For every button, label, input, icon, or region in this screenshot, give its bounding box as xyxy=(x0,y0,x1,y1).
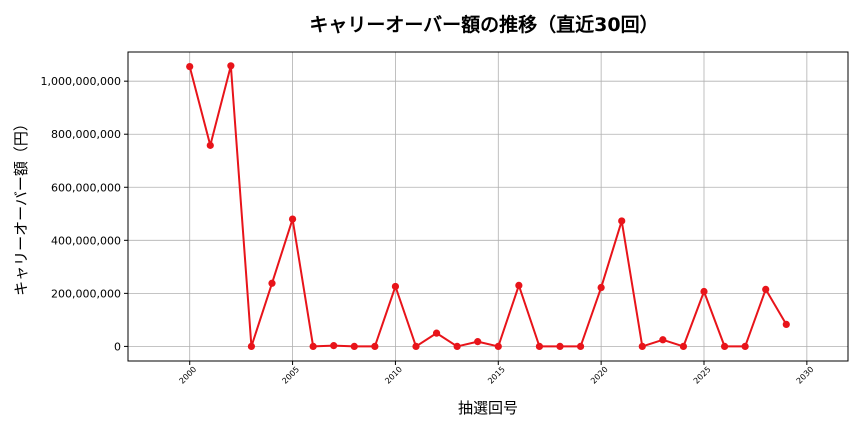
data-point xyxy=(515,281,523,290)
data-point xyxy=(494,342,502,351)
y-tick-label: 600,000,000 xyxy=(51,181,121,194)
x-tick-label: 2005 xyxy=(280,365,301,386)
data-point xyxy=(576,342,585,351)
data-point xyxy=(227,62,235,70)
x-tick-label: 2030 xyxy=(795,365,816,386)
x-tick-label: 2025 xyxy=(692,365,713,386)
data-point xyxy=(432,329,441,337)
y-tick-label: 1,000,000,000 xyxy=(41,75,121,88)
x-tick-label: 2000 xyxy=(178,365,199,386)
data-point xyxy=(597,283,605,292)
data-point xyxy=(720,342,729,351)
x-tick-label: 2010 xyxy=(383,365,404,386)
data-point xyxy=(186,62,194,71)
data-point xyxy=(330,342,338,350)
data-point xyxy=(659,336,667,344)
data-point xyxy=(350,342,358,351)
data-point xyxy=(638,342,646,351)
data-point xyxy=(618,217,626,225)
data-point xyxy=(391,282,400,291)
data-point xyxy=(309,342,317,351)
data-point xyxy=(288,215,297,223)
y-tick-label: 800,000,000 xyxy=(51,128,121,141)
data-point xyxy=(535,342,544,351)
data-point xyxy=(782,320,790,328)
data-point xyxy=(762,285,770,293)
data-point xyxy=(247,342,256,351)
chart-title: キャリーオーバー額の推移（直近30回） xyxy=(309,13,658,36)
x-axis-label: 抽選回号 xyxy=(458,399,518,417)
data-point xyxy=(679,342,688,351)
series-line xyxy=(188,64,788,348)
series xyxy=(186,62,790,351)
data-point xyxy=(206,141,214,149)
x-tick-label: 2015 xyxy=(486,365,507,386)
data-point xyxy=(412,342,420,351)
x-tick-label: 2020 xyxy=(589,365,610,386)
y-tick-label: 0 xyxy=(114,340,121,353)
data-point xyxy=(556,342,564,351)
data-point xyxy=(474,338,482,346)
grid xyxy=(128,52,848,361)
y-axis-ticks: 0 200,000,000 400,000,000 600,000,000 800,00… xyxy=(41,75,128,353)
data-point xyxy=(700,287,708,296)
y-tick-label: 400,000,000 xyxy=(51,234,121,247)
plot-frame xyxy=(127,51,849,362)
data-point xyxy=(371,342,379,351)
data-point xyxy=(453,342,461,351)
data-point xyxy=(741,342,749,351)
data-point xyxy=(268,279,276,287)
y-tick-label: 200,000,000 xyxy=(51,287,121,300)
x-axis-ticks: 2000 2005 2010 2015 2020 2025 2030 xyxy=(178,361,816,386)
y-axis-label: キャリーオーバー額（円） xyxy=(12,116,30,296)
